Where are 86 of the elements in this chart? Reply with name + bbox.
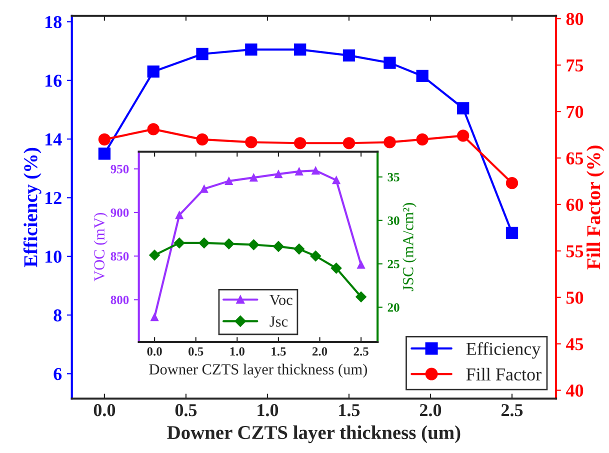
y-tick-label: 18 bbox=[46, 16, 62, 28]
point bbox=[457, 102, 470, 114]
x-tick-label: 0.0 bbox=[94, 404, 116, 416]
x-tick-label: 2.5 bbox=[501, 404, 523, 416]
x-axis-title: Downer CZTS layer thickness (um) bbox=[167, 425, 460, 444]
point bbox=[342, 137, 356, 150]
x-tick-label: 0.0 bbox=[147, 347, 162, 356]
point bbox=[224, 177, 233, 186]
y2-tick-label: 35 bbox=[388, 173, 400, 182]
point bbox=[310, 250, 322, 262]
point bbox=[147, 66, 160, 78]
y-tick-label: 8 bbox=[54, 309, 62, 322]
y2-axis-title: Fill Factor (%) bbox=[586, 146, 604, 270]
x-tick-label: 1.5 bbox=[272, 347, 286, 356]
x-tick-label: 1.0 bbox=[258, 404, 278, 416]
y-tick-label: 6 bbox=[54, 368, 62, 380]
point bbox=[198, 238, 210, 248]
y2-tick-label: 75 bbox=[566, 60, 584, 72]
y2-tick-label: 65 bbox=[566, 152, 584, 164]
x-tick-label: 1.0 bbox=[230, 347, 244, 356]
y2-tick-label: 70 bbox=[566, 106, 584, 118]
point bbox=[294, 44, 306, 56]
point bbox=[196, 133, 208, 146]
point bbox=[150, 313, 159, 322]
y-axis-title: Efficiency (%) bbox=[23, 148, 42, 268]
point bbox=[384, 136, 396, 148]
y-tick-label: 12 bbox=[46, 192, 62, 204]
point bbox=[330, 262, 342, 274]
x-tick-label: 1.5 bbox=[339, 404, 360, 416]
y-tick-label: 800 bbox=[110, 296, 129, 304]
point bbox=[357, 260, 366, 269]
point bbox=[294, 244, 305, 254]
legend-label: Jsc bbox=[270, 316, 288, 327]
y-tick-label: 900 bbox=[110, 208, 129, 217]
point bbox=[273, 241, 284, 252]
point bbox=[294, 137, 306, 150]
y2-tick-label: 20 bbox=[388, 303, 400, 312]
y2-axis-title: JSC (mA/cm²) bbox=[402, 203, 416, 292]
point bbox=[416, 133, 428, 146]
x-axis-title: Downer CZTS layer thickness (um) bbox=[149, 364, 368, 378]
point bbox=[295, 167, 304, 176]
point bbox=[174, 238, 185, 248]
x-tick-label: 2.0 bbox=[420, 404, 442, 416]
legend-label: Fill Factor bbox=[466, 368, 542, 381]
y-axis-title: VOC (mV) bbox=[94, 212, 108, 282]
x-tick-label: 2.0 bbox=[312, 347, 328, 356]
point bbox=[175, 211, 184, 220]
point bbox=[149, 250, 160, 261]
point bbox=[274, 170, 282, 178]
point bbox=[332, 176, 340, 184]
x-tick-label: 0.5 bbox=[188, 347, 204, 356]
y2-tick-label: 45 bbox=[566, 338, 584, 350]
x-tick-label: 2.5 bbox=[354, 347, 368, 356]
y2-tick-label: 50 bbox=[566, 292, 584, 304]
point bbox=[457, 130, 470, 142]
point bbox=[245, 136, 258, 148]
y2-tick-label: 30 bbox=[388, 216, 400, 225]
x-tick-label: 0.5 bbox=[175, 404, 197, 416]
y-tick-label: 14 bbox=[46, 133, 62, 146]
point bbox=[98, 133, 111, 146]
point bbox=[196, 48, 208, 60]
point bbox=[250, 174, 258, 182]
y-tick-label: 950 bbox=[110, 164, 129, 174]
y-tick-label: 850 bbox=[110, 252, 129, 261]
point bbox=[506, 226, 518, 239]
point bbox=[200, 184, 208, 193]
legend-label: Voc bbox=[270, 294, 292, 306]
point bbox=[342, 49, 356, 62]
point bbox=[147, 123, 160, 136]
legend-label: Efficiency bbox=[466, 342, 541, 359]
point bbox=[384, 56, 396, 69]
point bbox=[245, 44, 258, 56]
point bbox=[506, 177, 518, 190]
y-tick-label: 16 bbox=[46, 74, 62, 87]
point bbox=[98, 148, 111, 160]
point bbox=[312, 166, 320, 175]
point bbox=[248, 239, 260, 250]
y-tick-label: 10 bbox=[46, 250, 62, 263]
point bbox=[356, 291, 366, 302]
y2-tick-label: 25 bbox=[388, 260, 400, 268]
point bbox=[223, 238, 234, 250]
y2-tick-label: 60 bbox=[566, 198, 584, 211]
y2-tick-label: 55 bbox=[566, 245, 584, 258]
point bbox=[416, 70, 428, 82]
y2-tick-label: 40 bbox=[566, 384, 584, 397]
y2-tick-label: 80 bbox=[566, 12, 584, 26]
